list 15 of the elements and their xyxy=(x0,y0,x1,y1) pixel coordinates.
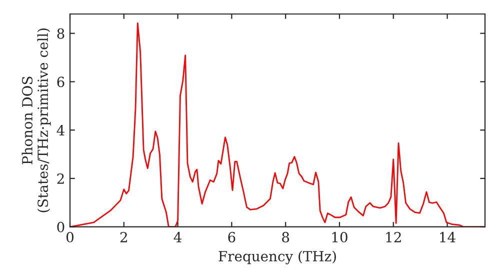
y-tick-label: 6 xyxy=(57,76,64,88)
y-tick-label: 2 xyxy=(57,173,64,184)
y-tick-label: 8 xyxy=(57,28,64,39)
x-axis-title: Frequency (THz) xyxy=(218,250,336,264)
y-tick-label: 0 xyxy=(57,222,64,232)
y-tick-label: 4 xyxy=(56,125,64,136)
x-tick-label: 10 xyxy=(332,232,348,242)
x-tick-label: 0 xyxy=(66,232,74,242)
y-axis-title: Phonon DOS (States/THz·primitive cell) xyxy=(22,28,51,212)
x-tick-label: 2 xyxy=(120,232,127,242)
x-tick-label: 12 xyxy=(386,232,401,242)
x-tick-label: 14 xyxy=(440,232,456,242)
x-tick-label: 6 xyxy=(228,232,236,242)
x-tick-label: 8 xyxy=(282,232,290,242)
x-tick-label: 4 xyxy=(174,232,182,242)
